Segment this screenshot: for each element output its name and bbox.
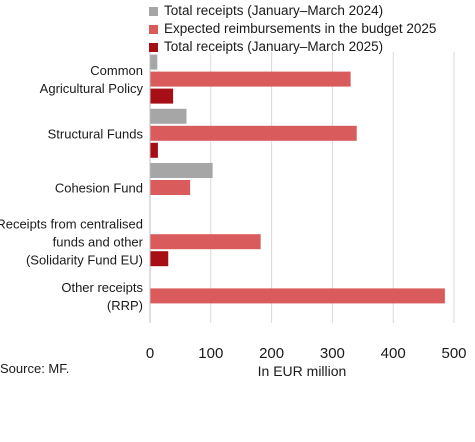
chart-legend: Total receipts (January–March 2024) Expe… <box>149 2 436 56</box>
legend-label-2024: Total receipts (January–March 2024) <box>164 3 384 18</box>
x-tick-label-4: 400 <box>381 345 406 362</box>
legend-label-2025: Total receipts (January–March 2025) <box>164 39 384 54</box>
legend-swatch-budget <box>149 24 158 34</box>
legend-label-budget: Expected reimbursements in the budget 20… <box>164 21 437 36</box>
bar-3-1 <box>150 234 261 250</box>
x-tick-label-0: 0 <box>146 345 154 362</box>
source-note: Source: MF. <box>0 361 70 376</box>
legend-item-2024: Total receipts (January–March 2024) <box>149 2 436 20</box>
category-label-3-2: (Solidarity Fund EU) <box>26 253 143 268</box>
category-label-0-1: Agricultural Policy <box>40 81 144 96</box>
legend-swatch-2024 <box>149 6 158 16</box>
legend-item-2025: Total receipts (January–March 2025) <box>149 38 436 56</box>
legend-swatch-2025 <box>149 42 158 52</box>
bar-0-1 <box>150 71 351 87</box>
bar-0-0 <box>150 54 158 70</box>
category-label-3-1: funds and other <box>53 235 144 250</box>
x-tick-label-2: 200 <box>259 345 284 362</box>
x-tick-label-1: 100 <box>198 345 223 362</box>
x-tick-label-3: 300 <box>320 345 345 362</box>
category-label-3-0: Receipts from centralised <box>0 217 143 232</box>
category-label-2-0: Cohesion Fund <box>55 181 143 196</box>
bar-3-2 <box>150 251 169 267</box>
bar-2-0 <box>150 163 213 178</box>
bar-2-1 <box>150 180 191 195</box>
category-label-4-1: (RRP) <box>107 298 143 313</box>
bar-1-0 <box>150 108 187 124</box>
bar-4-1 <box>150 288 445 304</box>
category-label-4-0: Other receipts <box>61 280 143 295</box>
x-axis-title: In EUR million <box>258 363 347 379</box>
legend-item-budget: Expected reimbursements in the budget 20… <box>149 20 436 38</box>
bar-1-2 <box>150 142 158 158</box>
category-label-0-0: Common <box>90 63 143 78</box>
bar-0-2 <box>150 88 174 104</box>
bar-1-1 <box>150 125 357 141</box>
category-label-1-0: Structural Funds <box>48 126 144 141</box>
x-tick-label-5: 500 <box>441 345 466 362</box>
